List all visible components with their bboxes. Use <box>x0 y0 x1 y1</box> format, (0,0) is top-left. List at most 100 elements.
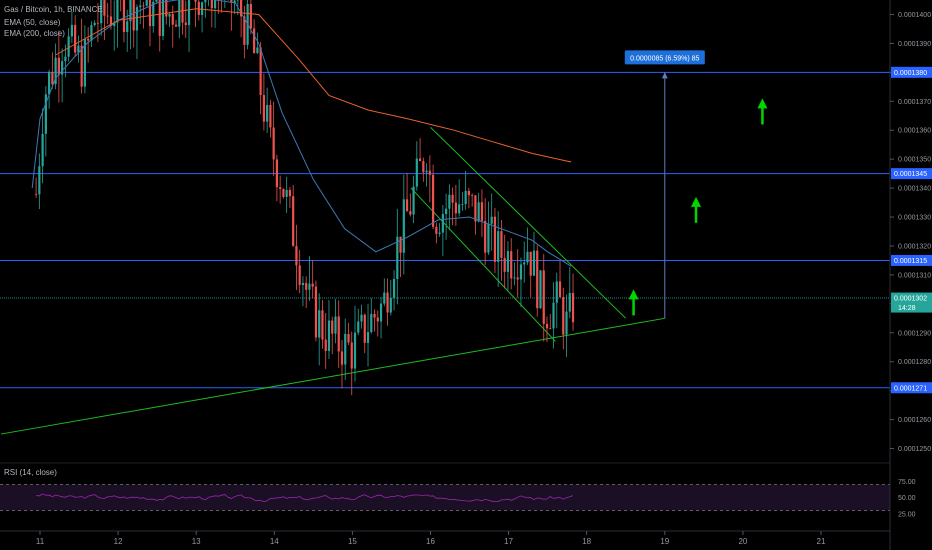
candle-body <box>288 189 292 197</box>
candle-body <box>331 320 334 334</box>
candle-body <box>243 16 246 45</box>
candle-body <box>373 313 376 318</box>
ema50-line <box>31 0 572 267</box>
time-tick-label: 16 <box>426 537 435 546</box>
candle-body <box>568 292 571 312</box>
price-tick-label: 0.0001260 <box>898 417 931 424</box>
current-price-label: 0.0001302 <box>894 296 927 303</box>
candle-body <box>292 196 295 246</box>
candle-body <box>337 316 340 352</box>
candle-body <box>158 0 161 36</box>
candle-body <box>61 61 64 75</box>
rsi-panel[interactable] <box>0 484 890 511</box>
time-tick-label: 17 <box>504 537 513 546</box>
candle-body <box>197 1 200 15</box>
measure-tool[interactable]: 0.0000085 (6.59%) 85 <box>624 50 705 319</box>
time-tick-label: 14 <box>270 537 279 546</box>
current-price-tag <box>891 292 932 313</box>
measure-arrowhead <box>661 72 668 79</box>
candle-body <box>165 0 168 17</box>
candle-body <box>542 270 545 324</box>
level-price-tag <box>891 382 932 394</box>
candle-body <box>523 262 526 265</box>
candle-body <box>340 351 344 365</box>
price-tick-label: 0.0001350 <box>898 157 931 164</box>
candle-body <box>545 323 549 329</box>
candle-body <box>171 14 174 25</box>
up-arrow-head <box>691 196 702 207</box>
candle-body <box>471 195 474 196</box>
price-tick-label: 0.0001360 <box>898 128 931 135</box>
up-arrow-head <box>628 289 639 300</box>
candle-body <box>392 278 396 298</box>
candle-body <box>405 199 409 212</box>
price-tick-label: 0.0001340 <box>898 186 931 193</box>
candle-body <box>383 292 386 304</box>
candle-body <box>370 313 373 333</box>
time-tick-label: 19 <box>660 537 669 546</box>
target-arrows <box>628 98 768 316</box>
candle-body <box>311 283 314 287</box>
candle-body <box>357 321 360 333</box>
ema200-line <box>55 8 572 163</box>
candle-body <box>353 332 357 369</box>
candle-body <box>376 317 379 322</box>
candle-body <box>285 189 288 197</box>
candle-body <box>386 292 389 313</box>
time-tick-label: 13 <box>192 537 201 546</box>
candle-body <box>493 216 497 262</box>
candle-body <box>425 170 428 173</box>
candle-body <box>350 342 353 369</box>
rsi-band <box>0 484 890 511</box>
candle-body <box>418 158 422 162</box>
candle-body <box>321 310 324 340</box>
candle-body <box>135 7 139 31</box>
level-price-label: 0.0001315 <box>894 258 927 265</box>
candle-body <box>451 194 454 203</box>
candle-body <box>366 332 370 343</box>
candle-body <box>539 270 542 309</box>
candle-body <box>347 333 350 343</box>
candle-body <box>262 95 265 122</box>
candle-body <box>259 47 262 96</box>
candle-body <box>513 277 516 279</box>
candle-body <box>67 36 70 57</box>
candle-body <box>344 333 347 365</box>
candle-body <box>536 250 539 309</box>
candle-body <box>519 264 523 280</box>
candle-body <box>428 170 431 175</box>
candle-body <box>464 190 467 205</box>
time-tick-label: 21 <box>817 537 826 546</box>
candle-body <box>249 4 252 29</box>
candle-body <box>448 194 451 209</box>
candle-body <box>122 0 126 33</box>
candle-body <box>204 0 207 3</box>
candle-body <box>213 0 217 9</box>
candle-body <box>132 0 135 31</box>
candle-body <box>516 277 519 280</box>
candle-body <box>314 286 318 338</box>
candle-body <box>379 303 383 322</box>
candle-body <box>477 202 480 222</box>
candle-body <box>458 204 461 214</box>
candle-body <box>178 0 181 27</box>
time-axis[interactable]: 11 12 13 14 15 16 17 18 19 20 21 <box>0 530 890 546</box>
candle-body <box>109 16 113 26</box>
candle-body <box>187 0 191 25</box>
candle-body <box>461 204 464 205</box>
candle-body <box>435 226 438 234</box>
support-trendline <box>0 317 665 435</box>
candle-body <box>552 302 555 329</box>
candle-body <box>113 22 116 26</box>
candle-body <box>269 104 272 128</box>
candle-body <box>399 236 402 253</box>
candle-body <box>80 45 83 87</box>
candle-body <box>93 22 96 26</box>
time-tick-label: 12 <box>114 537 123 546</box>
candle-body <box>272 127 275 160</box>
price-axis[interactable]: 0.0001400 0.0001390 0.0001380 0.0001370 0.00… <box>889 0 932 550</box>
candle-body <box>279 187 282 190</box>
trendlines[interactable] <box>0 126 665 435</box>
